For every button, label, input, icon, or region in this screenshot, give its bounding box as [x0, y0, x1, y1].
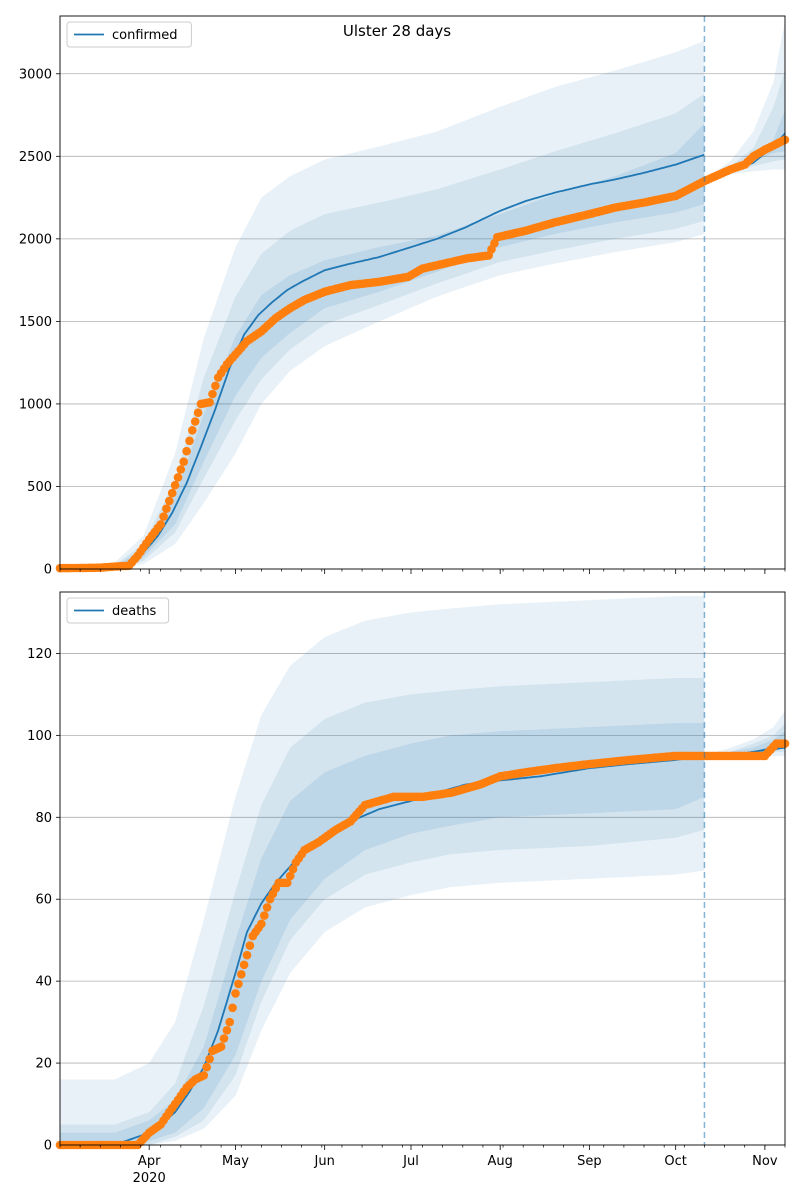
observed-point — [262, 903, 272, 912]
observed-point — [162, 504, 171, 513]
observed-point — [219, 1034, 229, 1043]
observed-point — [205, 1054, 214, 1064]
observed-point — [205, 398, 214, 407]
observed-point — [179, 457, 188, 467]
legend: confirmed — [66, 21, 192, 48]
observed-point — [208, 389, 217, 399]
observed-point — [159, 512, 168, 521]
y-tick-label: 3000 — [19, 67, 52, 82]
y-tick-label: 2500 — [19, 150, 52, 165]
x-tick-label: Sep — [577, 1154, 602, 1169]
y-tick-label: 20 — [35, 1057, 52, 1072]
observed-point — [173, 473, 183, 482]
figure-title: Ulster 28 days — [343, 22, 451, 40]
y-tick-label: 100 — [27, 729, 52, 744]
observed-point — [188, 426, 197, 435]
uncertainty-band-mid — [60, 678, 705, 1145]
legend-box — [66, 21, 192, 48]
uncertainty-band-outer — [60, 40, 705, 570]
observed-point — [165, 496, 174, 506]
observed-point — [216, 1042, 226, 1051]
y-tick-label: 1500 — [19, 315, 52, 330]
forecast-band-outer — [704, 710, 785, 756]
observed-point — [239, 960, 249, 970]
observed-point — [182, 446, 191, 456]
x-tick-label: Nov — [752, 1154, 778, 1169]
observed-point — [283, 878, 292, 888]
y-tick-label: 0 — [44, 563, 52, 578]
y-tick-label: 60 — [35, 893, 52, 908]
x-tick-label: Jun — [314, 1154, 335, 1169]
observed-point — [231, 989, 240, 998]
y-tick-label: 120 — [27, 647, 52, 662]
legend-label: deaths — [112, 604, 157, 619]
uncertainty-band-mid — [60, 93, 705, 569]
observed-point — [167, 488, 177, 498]
observed-point — [185, 436, 194, 446]
x-tick-label: Jul — [402, 1154, 419, 1169]
y-tick-label: 2000 — [19, 232, 52, 247]
x-tick-label: May — [222, 1154, 249, 1169]
observed-points — [55, 135, 790, 573]
legend-label: confirmed — [112, 28, 178, 43]
legend-box — [66, 597, 170, 624]
x-tick-label: Apr — [138, 1154, 161, 1169]
legend: deaths — [66, 597, 170, 624]
x-tick-label: Oct — [664, 1154, 686, 1169]
observed-point — [156, 520, 165, 529]
observed-point — [190, 417, 200, 426]
uncertainty-band-outer — [60, 596, 705, 1145]
observed-point — [242, 950, 252, 960]
observed-point — [199, 1071, 209, 1080]
x-tick-year-label: 2020 — [133, 1171, 166, 1186]
confirmed-panel: 0 500 1000 1500 2000 2500 3000 confirmed — [19, 15, 790, 578]
observed-point — [285, 871, 295, 881]
observed-point — [211, 381, 220, 391]
observed-point — [234, 979, 243, 989]
observed-point — [176, 465, 186, 474]
y-tick-label: 500 — [27, 480, 52, 495]
observed-point — [260, 911, 269, 920]
y-tick-label: 0 — [44, 1139, 52, 1154]
forecast-band-mid — [704, 723, 785, 756]
observed-points — [55, 739, 790, 1150]
uncertainty-band-inner — [60, 123, 705, 570]
observed-point — [202, 1062, 211, 1072]
observed-point — [237, 970, 246, 979]
observed-point — [228, 1003, 237, 1013]
observed-point — [170, 480, 180, 490]
observed-point — [288, 864, 298, 874]
observed-point — [257, 919, 266, 929]
observed-point — [222, 1026, 232, 1035]
y-tick-label: 40 — [35, 975, 52, 990]
observed-point — [225, 1017, 234, 1027]
x-tick-label: Aug — [487, 1154, 512, 1169]
forecast-band-outer — [704, 21, 785, 180]
y-tick-label: 1000 — [19, 397, 52, 412]
y-tick-label: 80 — [35, 811, 52, 826]
observed-point — [193, 408, 203, 418]
model-median-line — [60, 153, 705, 570]
observed-point — [245, 941, 255, 950]
deaths-panel: 0 20 40 60 80 100 120 Apr 2020 May Jun Jul Aug Sep Oct… — [27, 591, 790, 1186]
